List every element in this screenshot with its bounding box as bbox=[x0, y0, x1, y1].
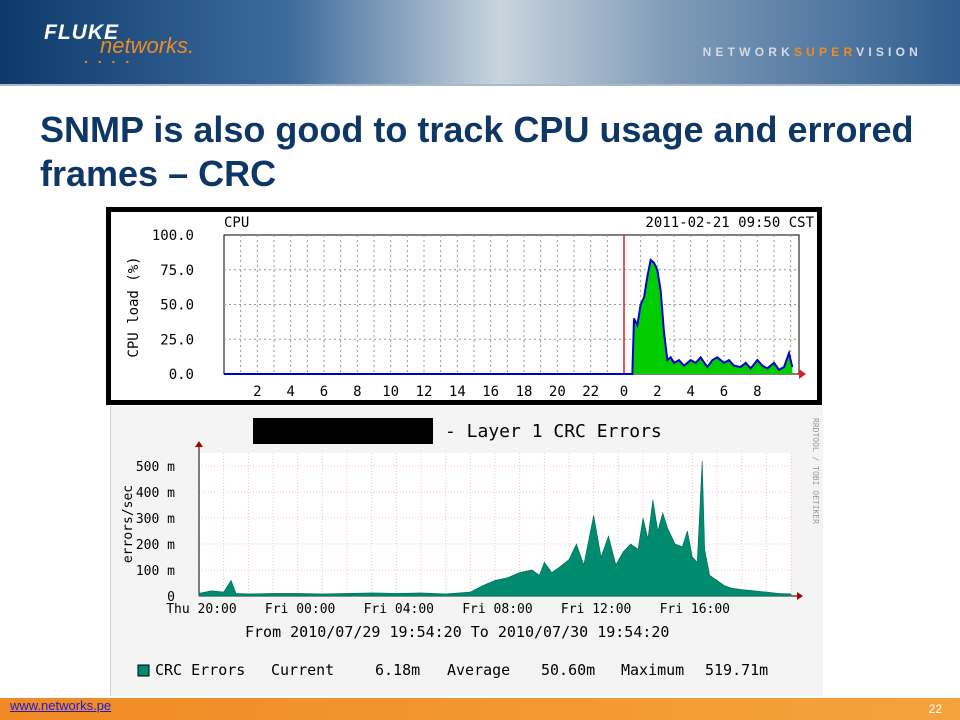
crc-y-tick-label: 0 bbox=[167, 590, 175, 605]
cpu-y-tick-label: 0.0 bbox=[169, 367, 194, 383]
crc-chart: - Layer 1 CRC Errors RRDTOOL / TOBI OETI… bbox=[121, 418, 820, 679]
cpu-x-tick-label: 8 bbox=[353, 384, 361, 400]
cpu-chart: CPU 2011-02-21 09:50 CST CPU load (%) 10… bbox=[111, 212, 817, 400]
brand-logo-fluke: FLUKE bbox=[44, 21, 119, 44]
crc-series-area bbox=[198, 460, 792, 597]
crc-legend-name: CRC Errors bbox=[155, 661, 245, 679]
rrdtool-watermark: RRDTOOL / TOBI OETIKER bbox=[811, 418, 820, 524]
tagline-network: NETWORK bbox=[702, 45, 794, 59]
crc-chart-subtitle: From 2010/07/29 19:54:20 To 2010/07/30 1… bbox=[245, 623, 669, 641]
crc-legend-average-label: Average bbox=[447, 661, 510, 679]
cpu-chart-panel: CPU 2011-02-21 09:50 CST CPU load (%) 10… bbox=[106, 207, 822, 405]
cpu-x-tick-label: 20 bbox=[549, 384, 566, 400]
tagline-super: SUPER bbox=[793, 45, 857, 59]
crc-x-tick-label: Thu 20:00 bbox=[166, 602, 236, 617]
crc-x-tick-label: Fri 08:00 bbox=[462, 602, 532, 617]
cpu-x-tick-label: 22 bbox=[582, 384, 599, 400]
cpu-x-ticks: 2 4 6 8 10 12 14 16 18 20 22 0 2 4 6 8 bbox=[253, 384, 761, 400]
cpu-y-tick-label: 50.0 bbox=[160, 298, 194, 314]
cpu-plot-frame bbox=[223, 234, 800, 375]
cpu-y-axis-label: CPU load (%) bbox=[126, 256, 142, 357]
crc-gridlines bbox=[195, 441, 803, 600]
cpu-x-tick-label: 18 bbox=[516, 384, 533, 400]
crc-legend-current-label: Current bbox=[271, 661, 334, 679]
crc-chart-panel: - Layer 1 CRC Errors RRDTOOL / TOBI OETI… bbox=[110, 406, 823, 696]
crc-legend-average-value: 50.60m bbox=[541, 661, 595, 679]
crc-x-tick-label: Fri 12:00 bbox=[561, 602, 631, 617]
slide-title: SNMP is also good to track CPU usage and… bbox=[40, 109, 914, 194]
slide-header: FLUKE networks. . . . . NETWORKSUPERVISI… bbox=[0, 0, 960, 86]
crc-legend-swatch bbox=[137, 664, 150, 677]
cpu-x-tick-label: 4 bbox=[286, 384, 294, 400]
redacted-device-name bbox=[253, 418, 433, 444]
slide-footer: www.networks.pe 22 bbox=[0, 698, 960, 720]
cpu-x-tick-label: 6 bbox=[320, 384, 328, 400]
crc-legend-maximum-label: Maximum bbox=[621, 661, 684, 679]
cpu-x-tick-label: 10 bbox=[382, 384, 399, 400]
crc-x-tick-label: Fri 16:00 bbox=[660, 602, 730, 617]
cpu-x-tick-label: 2 bbox=[653, 384, 661, 400]
crc-x-tick-label: Fri 04:00 bbox=[364, 602, 434, 617]
crc-y-axis-arrow bbox=[195, 441, 203, 447]
crc-y-tick-label: 200 m bbox=[136, 538, 175, 553]
cpu-x-axis-arrow bbox=[799, 369, 806, 379]
cpu-y-tick-label: 25.0 bbox=[160, 332, 194, 348]
cpu-gridlines bbox=[223, 234, 806, 379]
cpu-x-tick-label: 16 bbox=[482, 384, 499, 400]
cpu-series-area bbox=[224, 260, 793, 374]
cpu-x-tick-label: 2 bbox=[253, 384, 261, 400]
cpu-x-tick-label: 6 bbox=[720, 384, 728, 400]
crc-y-axis-label: errors/sec bbox=[121, 485, 136, 563]
crc-y-ticks: 500 m 400 m 300 m 200 m 100 m 0 bbox=[136, 460, 175, 605]
tagline-vision: VISION bbox=[856, 45, 922, 59]
crc-series-group bbox=[198, 460, 792, 597]
cpu-series-line bbox=[224, 258, 794, 375]
cpu-y-ticks: 100.0 75.0 50.0 25.0 0.0 bbox=[152, 228, 194, 383]
brand-logo-networks: networks. bbox=[100, 33, 195, 58]
crc-x-ticks: Thu 20:00 Fri 00:00 Fri 04:00 Fri 08:00 Fri … bbox=[166, 602, 730, 617]
crc-y-tick-label: 400 m bbox=[136, 486, 175, 501]
cpu-x-tick-label: 4 bbox=[686, 384, 694, 400]
page-number: 22 bbox=[928, 702, 942, 716]
crc-chart-title: - Layer 1 CRC Errors bbox=[445, 421, 662, 442]
cpu-x-tick-label: 8 bbox=[753, 384, 761, 400]
brand-logo-dots: . . . . bbox=[84, 50, 133, 66]
crc-x-tick-label: Fri 00:00 bbox=[265, 602, 335, 617]
cpu-x-tick-label: 0 bbox=[620, 384, 628, 400]
tagline: NETWORKSUPERVISION bbox=[703, 45, 922, 59]
crc-x-axis-arrow bbox=[797, 592, 803, 600]
cpu-chart-title: CPU bbox=[224, 215, 249, 231]
cpu-y-tick-label: 75.0 bbox=[160, 263, 194, 279]
crc-legend-maximum-value: 519.71m bbox=[705, 661, 768, 679]
crc-y-tick-label: 300 m bbox=[136, 512, 175, 527]
crc-legend-current-value: 6.18m bbox=[375, 661, 420, 679]
cpu-x-tick-label: 14 bbox=[449, 384, 466, 400]
crc-y-tick-label: 500 m bbox=[136, 460, 175, 475]
cpu-series-group bbox=[224, 258, 794, 375]
crc-y-tick-label: 100 m bbox=[136, 564, 175, 579]
cpu-chart-timestamp: 2011-02-21 09:50 CST bbox=[645, 215, 814, 231]
cpu-y-tick-label: 100.0 bbox=[152, 228, 194, 244]
cpu-x-tick-label: 12 bbox=[416, 384, 433, 400]
footer-link[interactable]: www.networks.pe bbox=[10, 698, 112, 713]
